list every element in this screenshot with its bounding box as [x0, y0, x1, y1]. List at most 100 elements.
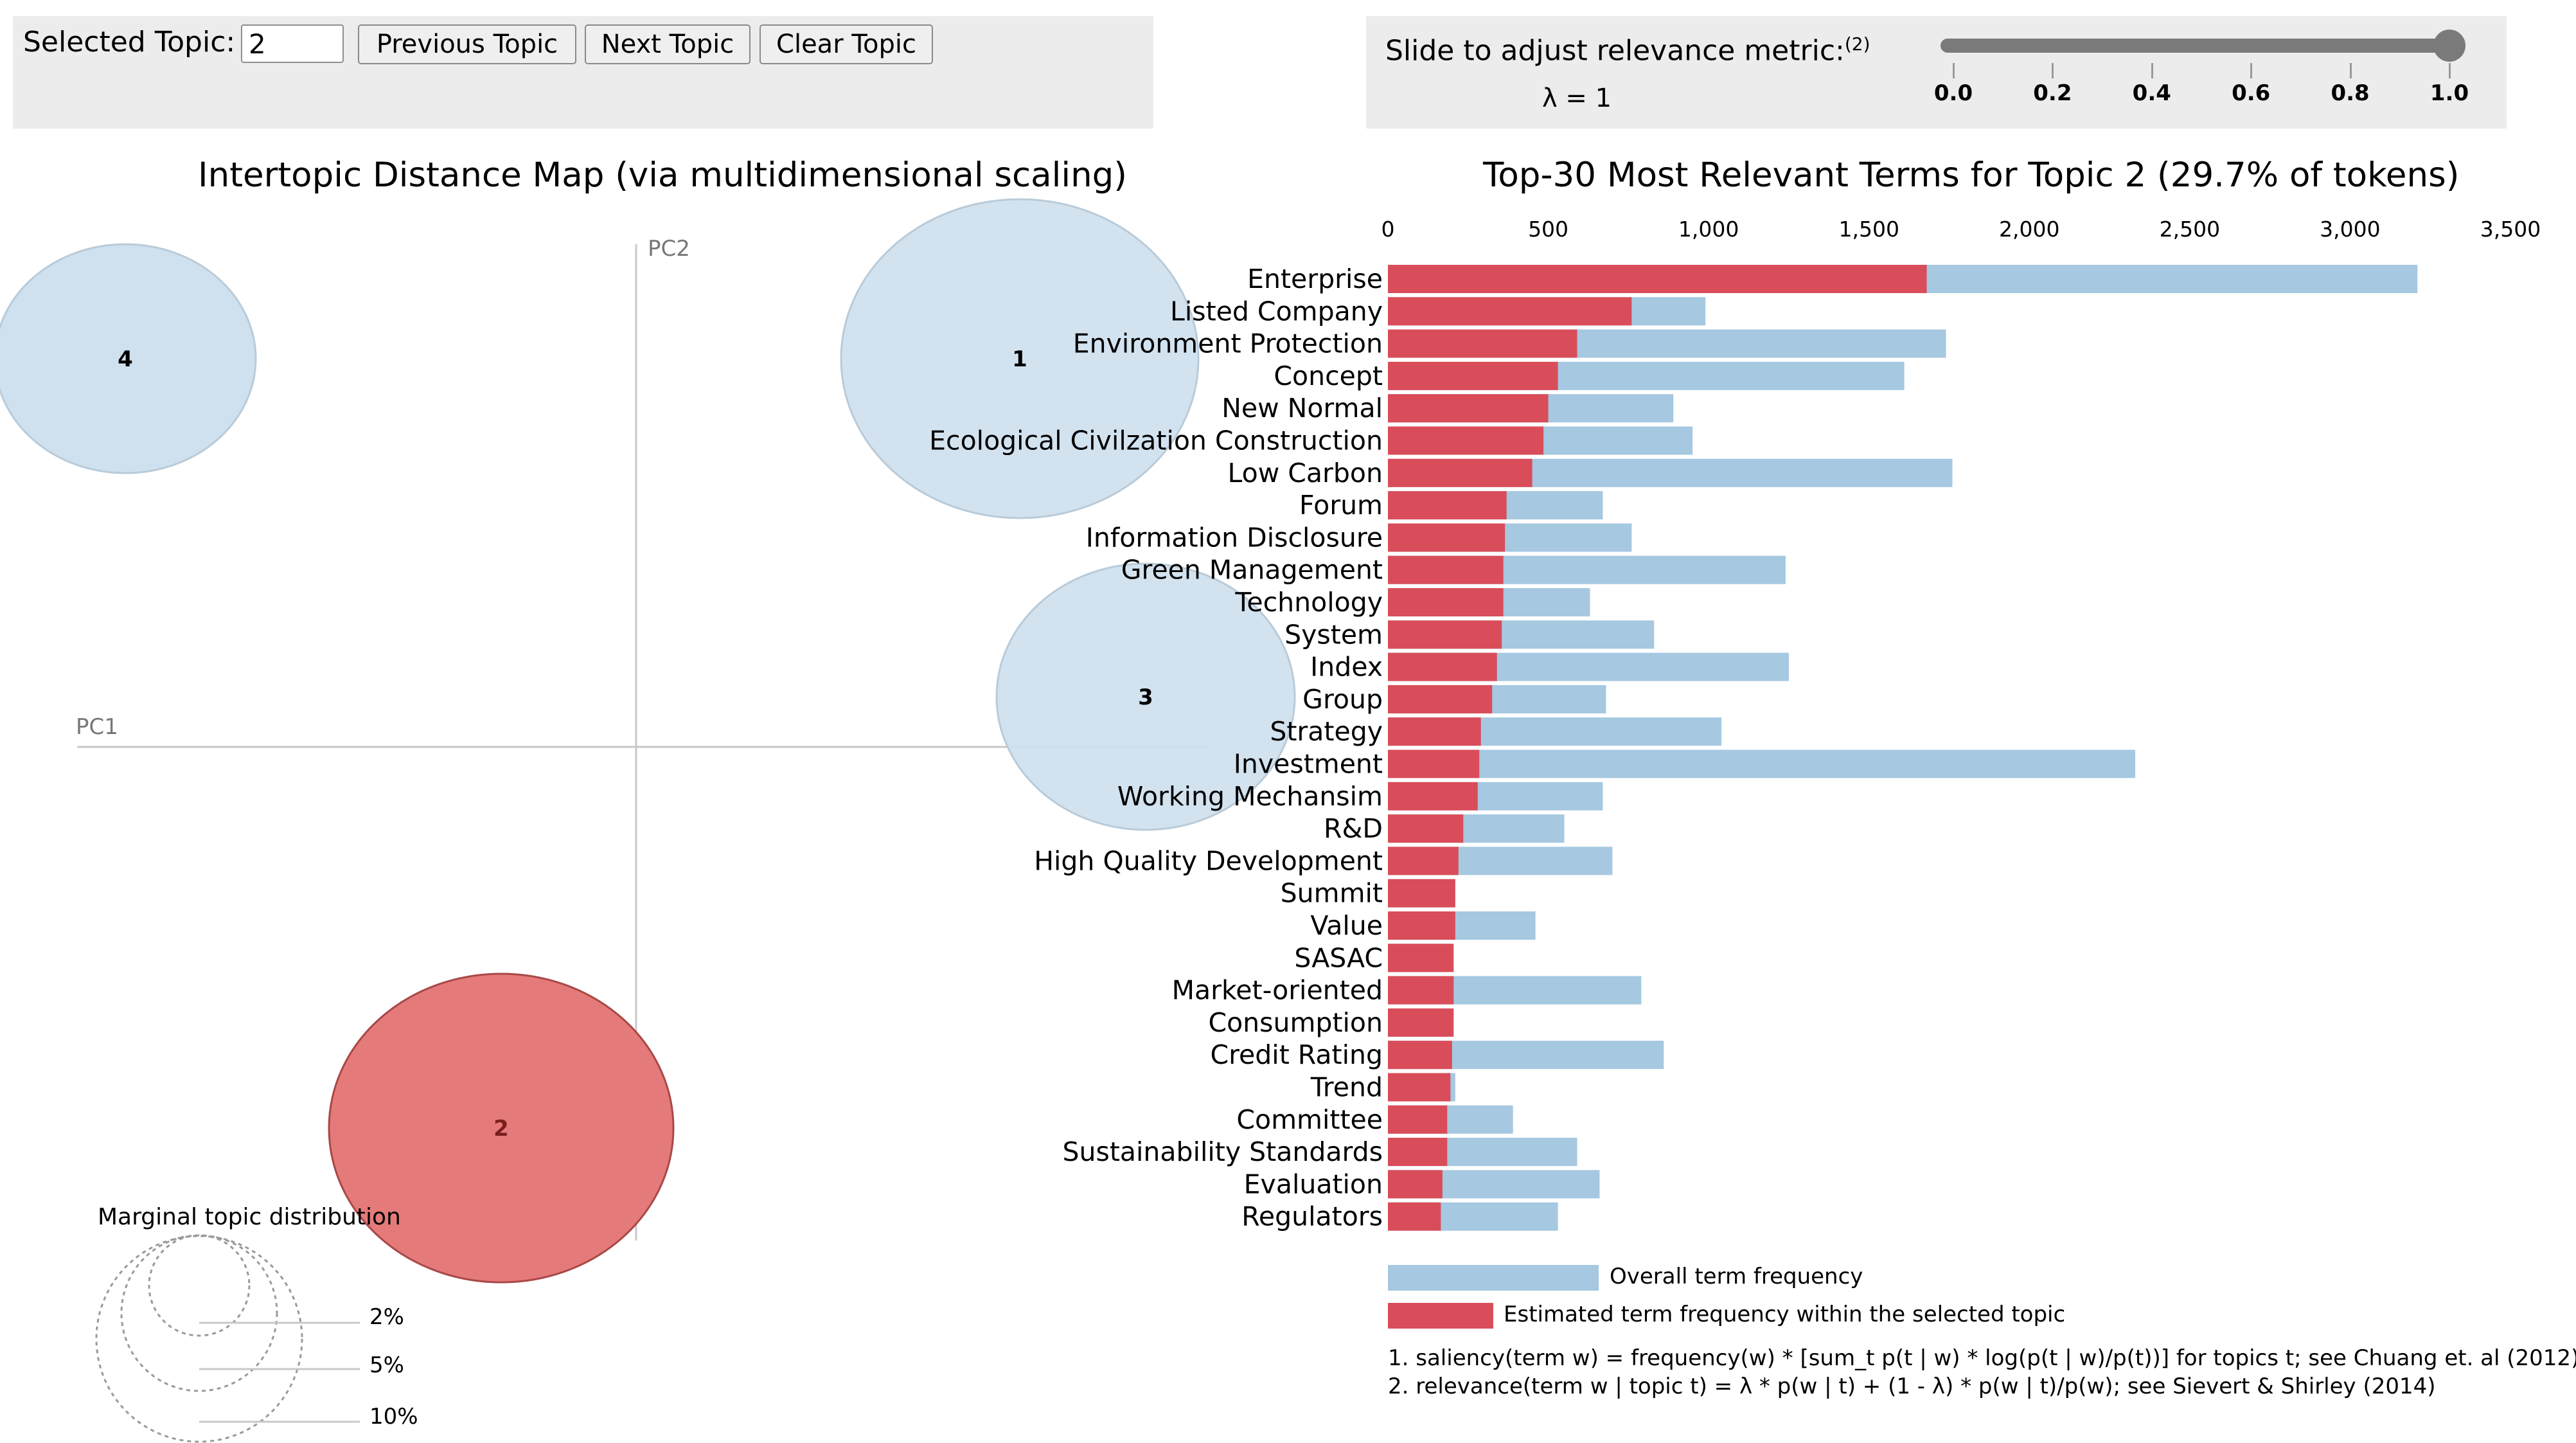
term-label[interactable]: Trend [1310, 1072, 1383, 1103]
slider-tick [2449, 63, 2451, 78]
bar-topic[interactable] [1388, 1138, 1448, 1167]
selected-topic-input[interactable] [241, 24, 344, 63]
x-tick-label: 0 [1381, 217, 1395, 242]
x-tick-label: 1,000 [1678, 217, 1739, 242]
bar-topic[interactable] [1388, 814, 1464, 843]
relevance-slider-handle[interactable] [2433, 30, 2465, 62]
next-topic-button[interactable]: Next Topic [585, 24, 751, 64]
bar-topic[interactable] [1388, 1041, 1452, 1070]
term-label[interactable]: Listed Company [1170, 296, 1383, 327]
bar-topic[interactable] [1388, 265, 1927, 293]
term-label[interactable]: Credit Rating [1210, 1039, 1383, 1070]
slider-tick [2349, 63, 2352, 78]
x-tick-label: 3,500 [2480, 217, 2541, 242]
footnote-2: 2. relevance(term w | topic t) = λ * p(w… [1388, 1374, 2436, 1399]
bar-topic[interactable] [1388, 782, 1478, 811]
bar-topic[interactable] [1388, 1170, 1443, 1199]
slider-tick-label: 0.8 [2331, 80, 2370, 106]
slider-tick-label: 1.0 [2429, 80, 2469, 106]
bar-topic[interactable] [1388, 620, 1502, 649]
topic-control-panel [13, 16, 1153, 129]
selected-topic-label: Selected Topic: [23, 26, 236, 58]
bar-topic[interactable] [1388, 588, 1504, 616]
clear-topic-button[interactable]: Clear Topic [759, 24, 933, 64]
bar-topic[interactable] [1388, 491, 1507, 520]
slider-tick-label: 0.2 [2033, 80, 2072, 106]
bar-topic[interactable] [1388, 361, 1558, 390]
term-label[interactable]: Evaluation [1244, 1169, 1383, 1199]
term-label[interactable]: Summit [1281, 878, 1383, 909]
term-label[interactable]: Concept [1274, 361, 1383, 391]
term-label[interactable]: Information Disclosure [1086, 522, 1383, 553]
x-tick-label: 2,000 [1999, 217, 2059, 242]
slider-tick [1953, 63, 1955, 78]
chart-title: Top-30 Most Relevant Terms for Topic 2 (… [1483, 156, 2460, 195]
term-label[interactable]: Forum [1299, 490, 1383, 521]
term-label[interactable]: Committee [1236, 1104, 1383, 1135]
previous-topic-button[interactable]: Previous Topic [358, 24, 576, 64]
bar-topic[interactable] [1388, 394, 1549, 423]
bar-topic[interactable] [1388, 976, 1454, 1005]
term-label[interactable]: Ecological Civilzation Construction [929, 426, 1383, 456]
x-tick-label: 3,000 [2320, 217, 2380, 242]
bar-topic[interactable] [1388, 847, 1459, 875]
term-label[interactable]: High Quality Development [1034, 845, 1383, 876]
relevance-slider[interactable] [1941, 39, 2448, 53]
term-label[interactable]: Value [1310, 910, 1383, 941]
term-label[interactable]: Investment [1234, 749, 1383, 780]
relevance-control-panel [1366, 16, 2507, 129]
bar-topic[interactable] [1388, 329, 1577, 358]
bar-topic[interactable] [1388, 944, 1454, 972]
term-label[interactable]: Working Mechansim [1117, 781, 1383, 812]
term-label[interactable]: Sustainability Standards [1062, 1136, 1383, 1167]
x-tick-label: 500 [1528, 217, 1568, 242]
term-label[interactable]: Market-oriented [1172, 975, 1383, 1006]
legend-label-overall: Overall term frequency [1610, 1264, 1863, 1289]
bar-topic[interactable] [1388, 879, 1455, 908]
bar-topic[interactable] [1388, 749, 1480, 778]
bar-topic[interactable] [1388, 426, 1544, 455]
bar-overall[interactable] [1388, 749, 2136, 778]
x-tick-label: 2,500 [2160, 217, 2220, 242]
bar-topic[interactable] [1388, 1008, 1454, 1037]
term-label[interactable]: Low Carbon [1228, 458, 1383, 488]
term-label[interactable]: SASAC [1294, 942, 1383, 973]
term-label[interactable]: Technology [1234, 587, 1383, 618]
bar-topic[interactable] [1388, 685, 1493, 713]
term-label[interactable]: Enterprise [1247, 264, 1383, 294]
term-label[interactable]: Strategy [1270, 716, 1383, 747]
bar-topic[interactable] [1388, 1073, 1451, 1102]
lambda-value: λ = 1 [1542, 84, 1612, 113]
slider-tick-label: 0.4 [2132, 80, 2171, 106]
term-label[interactable]: R&D [1324, 813, 1383, 844]
term-label[interactable]: Group [1302, 684, 1383, 715]
term-label[interactable]: Consumption [1208, 1007, 1383, 1038]
bar-topic[interactable] [1388, 1202, 1441, 1231]
slider-tick [2250, 63, 2253, 78]
term-label[interactable]: System [1284, 619, 1383, 650]
slider-tick-label: 0.0 [1933, 80, 1973, 106]
bar-topic[interactable] [1388, 911, 1455, 940]
slider-tick [2052, 63, 2054, 78]
relevance-slider-title: Slide to adjust relevance metric:(2) [1385, 33, 1870, 67]
bar-topic[interactable] [1388, 717, 1481, 746]
map-title: Intertopic Distance Map (via multidimens… [198, 156, 1127, 195]
bar-topic[interactable] [1388, 523, 1506, 552]
footnote-1: 1. saliency(term w) = frequency(w) * [su… [1388, 1345, 2576, 1371]
slider-tick-label: 0.6 [2232, 80, 2271, 106]
bar-topic[interactable] [1388, 458, 1532, 487]
bar-topic[interactable] [1388, 1105, 1448, 1134]
term-label[interactable]: New Normal [1221, 393, 1383, 424]
bar-topic[interactable] [1388, 652, 1497, 681]
x-tick-label: 1,500 [1838, 217, 1899, 242]
legend-label-topic: Estimated term frequency within the sele… [1504, 1302, 2066, 1327]
footnote-ref: (2) [1844, 33, 1870, 55]
term-label[interactable]: Regulators [1241, 1201, 1383, 1232]
term-label[interactable]: Green Management [1121, 555, 1383, 586]
term-label[interactable]: Index [1310, 652, 1383, 683]
slider-tick [2151, 63, 2153, 78]
bar-topic[interactable] [1388, 555, 1504, 584]
term-label[interactable]: Environment Protection [1073, 328, 1383, 359]
bar-topic[interactable] [1388, 297, 1632, 326]
